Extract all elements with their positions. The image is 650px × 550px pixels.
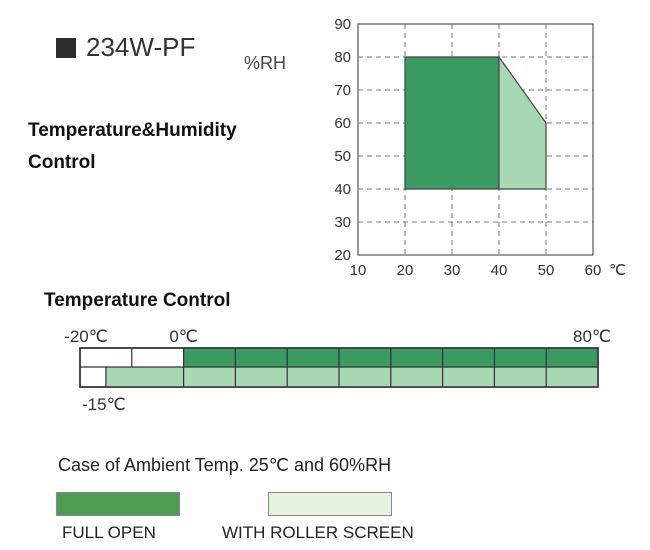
y-axis-unit: %RH	[244, 53, 287, 73]
x-tick-label: 30	[444, 262, 461, 279]
x-tick-label: 60	[585, 262, 602, 279]
label-minus20: -20℃	[64, 327, 108, 346]
y-tick-label: 30	[334, 214, 351, 231]
y-tick-label: 70	[334, 82, 351, 99]
model-name: 234W-PF	[86, 32, 196, 62]
filled-square-icon	[56, 37, 76, 58]
ambient-caption: Case of Ambient Temp. 25℃ and 60%RH	[58, 455, 392, 475]
humidity-chart-heading-line1: Temperature&Humidity	[28, 120, 237, 141]
x-axis-unit: ℃	[609, 262, 626, 279]
y-tick-label: 80	[334, 49, 351, 66]
x-tick-label: 50	[538, 262, 555, 279]
label-zero: 0℃	[169, 327, 198, 346]
temp-bar-border	[79, 347, 599, 388]
y-tick-label: 60	[334, 115, 351, 132]
label-minus15: -15℃	[82, 395, 126, 414]
humidity-chart-heading-line2: Control	[28, 152, 96, 173]
x-tick-label: 10	[350, 262, 367, 279]
temp-range-lower	[105, 367, 599, 387]
legend-swatch-full-open	[56, 492, 180, 516]
x-tick-label: 40	[491, 262, 508, 279]
y-tick-label: 40	[334, 181, 351, 198]
legend-label-roller-screen: WITH ROLLER SCREEN	[222, 523, 414, 542]
y-tick-label: 50	[334, 148, 351, 165]
legend-label-full-open: FULL OPEN	[62, 523, 156, 542]
y-tick-label: 20	[334, 247, 351, 264]
region-with-roller-screen	[498, 55, 547, 190]
label-80: 80℃	[573, 327, 611, 346]
model-label: 234W-PF	[56, 32, 195, 63]
legend-swatch-roller-screen	[268, 492, 392, 516]
temperature-chart-title: Temperature Control	[44, 290, 231, 311]
x-tick-label: 20	[397, 262, 414, 279]
y-tick-label: 90	[334, 16, 351, 33]
